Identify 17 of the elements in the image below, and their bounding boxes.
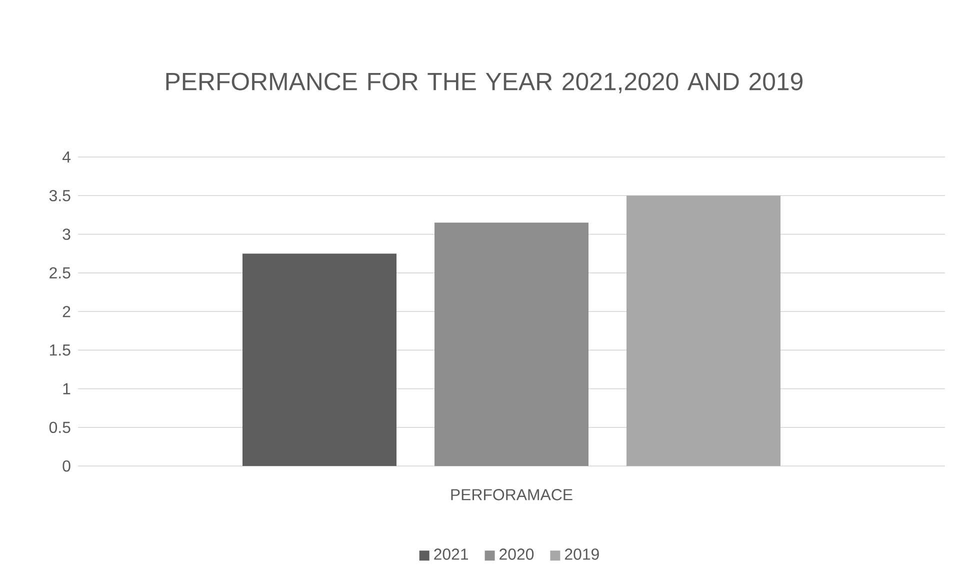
legend-label: 2019 [565, 548, 599, 560]
y-tick-label: 2 [62, 306, 70, 318]
legend-label: 2021 [434, 548, 468, 560]
bar [242, 254, 396, 466]
y-tick-label: 0.5 [49, 422, 70, 434]
y-tick-label: 3.5 [49, 190, 70, 202]
bar [626, 196, 780, 466]
x-tick-label: PERFORAMACE [451, 489, 572, 500]
y-tick-label: 4 [62, 152, 70, 162]
y-tick-label: 1.5 [50, 344, 70, 356]
chart-title: PERFORMANCE FOR THE YEAR 2021,2020 AND 2019 [166, 72, 803, 94]
y-tick-label: 0 [62, 460, 70, 472]
y-tick-label: 2.5 [50, 267, 70, 279]
y-tick-label: 1 [63, 383, 70, 394]
legend-label: 2020 [500, 548, 534, 560]
y-tick-label: 3 [62, 228, 70, 240]
bar [434, 222, 588, 466]
